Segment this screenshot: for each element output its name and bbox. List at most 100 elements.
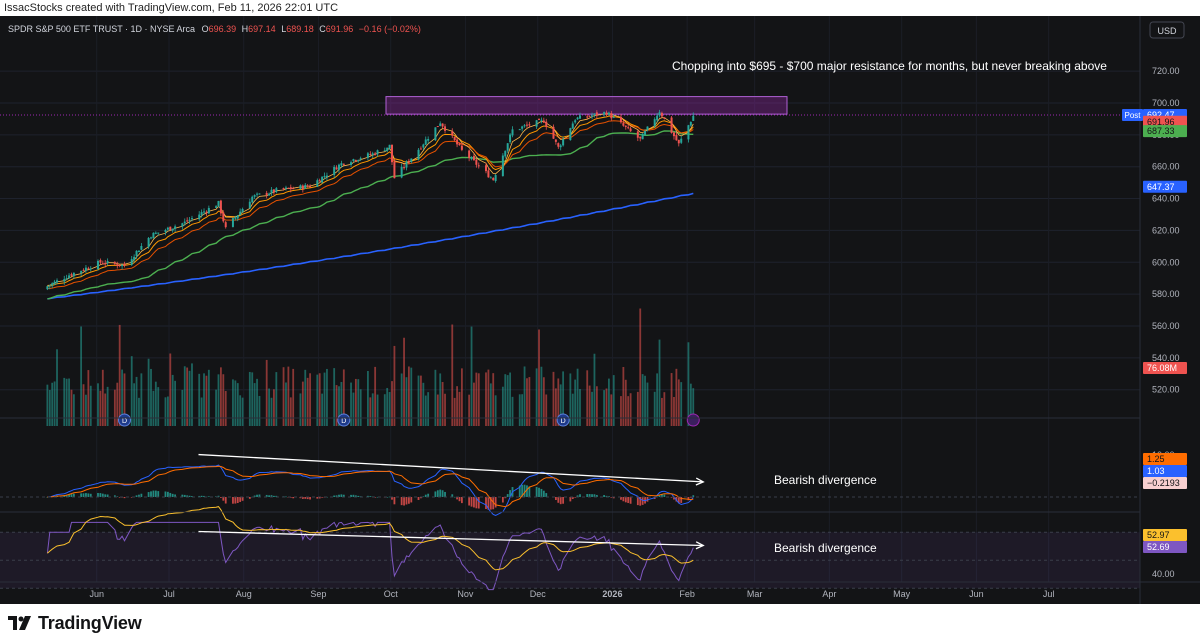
candle-body (292, 188, 295, 190)
dividend-marker (337, 413, 351, 427)
candle-body (48, 285, 51, 287)
macd-histogram-bar (72, 493, 75, 497)
volume-bar (485, 372, 487, 426)
candle-body (231, 218, 234, 227)
volume-bar (545, 394, 548, 426)
volume-bar (444, 393, 446, 426)
dividend-marker (556, 413, 570, 427)
dividend-marker (118, 413, 131, 427)
macd-histogram-bar (316, 497, 319, 499)
macd-histogram-bar (338, 494, 340, 497)
macd-histogram-bar (641, 497, 644, 505)
macd-histogram-bar (595, 494, 598, 497)
chart-frame[interactable]: D D D SPDR S&P 500 ETF TRUST · 1D · NYSE A… (0, 16, 1200, 604)
candle-body (453, 136, 456, 141)
macd-histogram-bar (610, 497, 613, 498)
post-price-badge-tag (1122, 108, 1143, 121)
time-tick-label: Jul (163, 589, 175, 599)
candle-body (96, 260, 99, 269)
macd-histogram-bar (554, 497, 557, 501)
candle-body (439, 123, 442, 126)
price-tick-label: 720.00 (1152, 66, 1180, 76)
macd-histogram-bar (526, 485, 528, 497)
candle-body (104, 263, 107, 265)
candle-body (272, 189, 275, 193)
macd-histogram-bar (275, 495, 278, 497)
volume-bar (169, 353, 172, 426)
macd-histogram-bar (234, 497, 237, 504)
candle-body (133, 256, 136, 260)
candle-body (458, 143, 461, 146)
macd-histogram-bar (186, 495, 189, 497)
candle-body (282, 188, 285, 190)
volume-bar (417, 375, 420, 426)
candle-body (53, 281, 56, 285)
volume-bar (473, 382, 475, 426)
volume-bar (342, 369, 345, 426)
macd-histogram-bar (391, 497, 393, 500)
macd-histogram-bar (135, 495, 138, 497)
volume-bar (106, 386, 109, 426)
volume-bar (535, 368, 538, 426)
macd-histogram-bar (656, 496, 659, 498)
candle-body (371, 153, 374, 155)
macd-divergence-annotation[interactable]: Bearish divergence (774, 473, 877, 487)
chart-svg[interactable]: D D D SPDR S&P 500 ETF TRUST · 1D · NYSE A… (0, 16, 1200, 604)
change-value: −0.16 (−0.02%) (359, 24, 421, 34)
volume-bar (253, 383, 256, 426)
volume-bar (461, 368, 463, 426)
volume-bar (542, 377, 545, 426)
candle-body (222, 212, 225, 222)
tradingview-logo[interactable]: TradingView (8, 613, 142, 633)
candle-body (248, 201, 251, 209)
macd-histogram-bar (166, 491, 169, 497)
sma200-price-badge-text: 647.37 (1147, 182, 1175, 192)
candle-body (215, 206, 218, 208)
candle-body (660, 112, 663, 117)
candle-body (236, 215, 239, 219)
volume-bar (309, 373, 311, 426)
time-tick-label: Feb (679, 589, 695, 599)
volume-bar (232, 379, 234, 426)
volume-bar (434, 369, 437, 426)
macd-histogram-bar (374, 497, 377, 498)
macd-histogram-bar (670, 497, 673, 498)
macd-histogram-bar (661, 494, 663, 497)
volume-bar (48, 390, 51, 426)
macd-histogram-bar (393, 497, 396, 505)
post-price-badge-tag-text: Post (1124, 111, 1141, 120)
volume-bar (673, 396, 675, 426)
price-tick-label: 660.00 (1152, 162, 1180, 172)
sma50-price-badge-text: 687.33 (1147, 126, 1175, 136)
volume-bar (603, 390, 605, 426)
volume-bar (509, 372, 511, 426)
candle-body (574, 120, 577, 123)
candle-body (571, 123, 574, 129)
volume-bar (191, 363, 193, 426)
macd-histogram-bar (265, 494, 268, 497)
macd-histogram-bar (470, 497, 473, 507)
volume-bar (154, 381, 157, 426)
time-tick-label: 2026 (602, 589, 622, 599)
ohlc-legend[interactable]: SPDR S&P 500 ETF TRUST · 1D · NYSE Arca … (8, 24, 421, 34)
histogram-value-badge-text: −0.2193 (1147, 478, 1180, 488)
volume-bar (687, 342, 690, 426)
volume-bar (528, 377, 531, 426)
rsi-divergence-annotation[interactable]: Bearish divergence (774, 541, 877, 555)
macd-histogram-bar (340, 494, 343, 497)
resistance-annotation[interactable]: Chopping into $695 - $700 major resistan… (672, 59, 1107, 73)
macd-histogram-bar (106, 494, 109, 497)
candle-body (509, 134, 512, 143)
currency-button[interactable] (1149, 21, 1185, 39)
macd-histogram-bar (138, 494, 140, 497)
macd-histogram-bar (350, 494, 352, 497)
volume-bar (422, 382, 425, 426)
macd-histogram-bar (97, 493, 99, 497)
earnings-marker (686, 413, 700, 427)
rsi-value-badge (1143, 541, 1187, 553)
candle-body (116, 264, 119, 266)
volume-bar (646, 382, 649, 426)
sma200-price-badge (1143, 180, 1187, 193)
volume-bar (400, 373, 403, 426)
macd-histogram-bar (492, 497, 495, 510)
